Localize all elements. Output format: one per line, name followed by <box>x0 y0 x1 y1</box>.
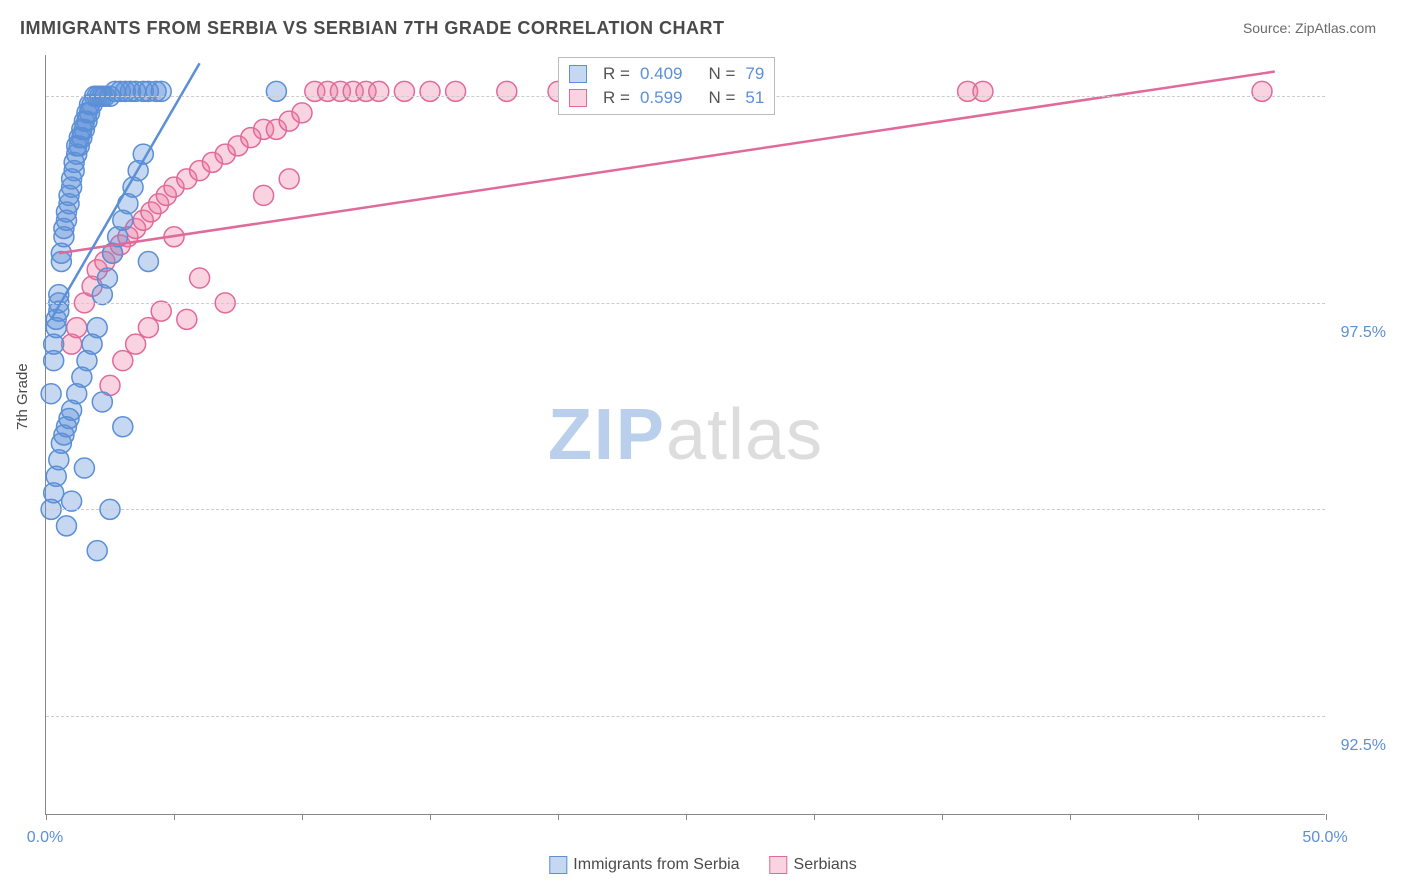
chart-title: IMMIGRANTS FROM SERBIA VS SERBIAN 7TH GR… <box>20 18 725 39</box>
gridline <box>46 303 1325 304</box>
data-point <box>87 541 107 561</box>
x-tick <box>814 814 815 820</box>
legend-swatch <box>569 89 587 107</box>
legend-label: Serbians <box>794 856 857 873</box>
data-point <box>394 81 414 101</box>
source-attribution: Source: ZipAtlas.com <box>1243 20 1376 36</box>
data-point <box>113 417 133 437</box>
data-point <box>138 252 158 272</box>
x-tick <box>942 814 943 820</box>
n-value: 51 <box>745 88 764 108</box>
data-point <box>126 334 146 354</box>
stats-legend-row: R = 0.409 N = 79 <box>569 62 764 86</box>
data-point <box>420 81 440 101</box>
data-point <box>41 384 61 404</box>
data-point <box>1252 81 1272 101</box>
x-tick <box>302 814 303 820</box>
x-tick <box>46 814 47 820</box>
data-point <box>67 318 87 338</box>
n-label: N = <box>708 88 735 108</box>
x-tick-label: 0.0% <box>27 829 63 847</box>
data-point <box>56 516 76 536</box>
n-label: N = <box>708 64 735 84</box>
chart-svg <box>46 55 1325 814</box>
gridline <box>46 509 1325 510</box>
data-point <box>113 351 133 371</box>
x-tick <box>1326 814 1327 820</box>
data-point <box>292 103 312 123</box>
data-point <box>369 81 389 101</box>
data-point <box>138 318 158 338</box>
n-value: 79 <box>745 64 764 84</box>
legend-swatch <box>770 856 788 874</box>
data-point <box>190 268 210 288</box>
data-point <box>151 81 171 101</box>
data-point <box>92 392 112 412</box>
data-point <box>446 81 466 101</box>
plot-area: ZIPatlas R =0.409N =79R =0.599N =51 <box>45 55 1325 815</box>
data-point <box>87 318 107 338</box>
r-label: R = <box>603 64 630 84</box>
data-point <box>177 309 197 329</box>
data-point <box>74 458 94 478</box>
y-tick-label: 97.5% <box>1341 324 1386 342</box>
data-point <box>973 81 993 101</box>
data-point <box>254 185 274 205</box>
x-tick <box>1070 814 1071 820</box>
data-point <box>266 81 286 101</box>
legend-label: Immigrants from Serbia <box>573 856 739 873</box>
x-tick <box>686 814 687 820</box>
data-point <box>279 169 299 189</box>
r-value: 0.599 <box>640 88 683 108</box>
data-point <box>62 491 82 511</box>
y-axis-label: 7th Grade <box>14 363 31 430</box>
y-tick-label: 92.5% <box>1341 737 1386 755</box>
x-tick <box>430 814 431 820</box>
r-label: R = <box>603 88 630 108</box>
data-point <box>151 301 171 321</box>
x-tick <box>558 814 559 820</box>
x-tick-label: 50.0% <box>1302 829 1347 847</box>
gridline <box>46 716 1325 717</box>
legend-item: Serbians <box>770 856 857 874</box>
series-legend: Immigrants from Serbia Serbians <box>549 856 856 874</box>
data-point <box>97 268 117 288</box>
stats-legend-row: R = 0.599 N = 51 <box>569 86 764 110</box>
data-point <box>497 81 517 101</box>
x-tick <box>1198 814 1199 820</box>
legend-item: Immigrants from Serbia <box>549 856 739 874</box>
legend-swatch <box>549 856 567 874</box>
legend-swatch <box>569 65 587 83</box>
stats-legend: R = 0.409 N = 79 R = 0.599 N = 51 <box>558 57 775 115</box>
x-tick <box>174 814 175 820</box>
r-value: 0.409 <box>640 64 683 84</box>
